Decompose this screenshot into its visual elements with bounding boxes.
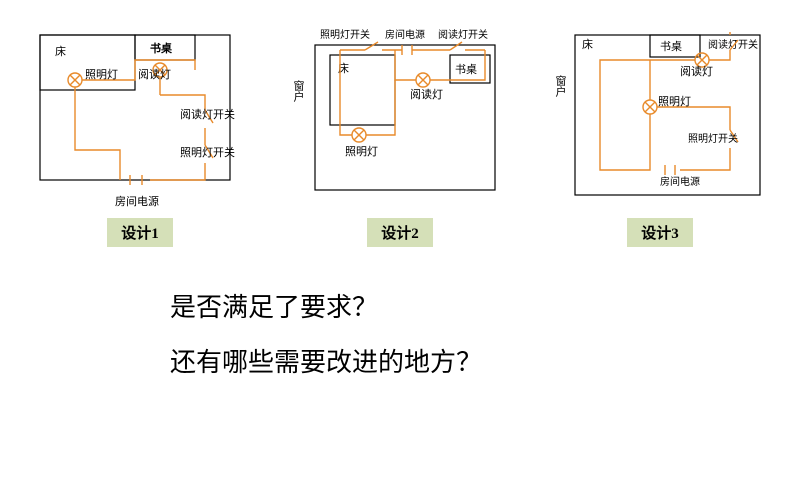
design-3-svg: 床 书桌 窗户 阅读灯开关 (550, 20, 770, 210)
label-lamp-sw: 照明灯开关 (688, 132, 738, 145)
diagram-row: 床 书桌 (0, 0, 800, 257)
label-power: 房间电源 (660, 175, 700, 188)
label-read: 阅读灯 (410, 87, 443, 101)
label-read: 阅读灯 (680, 64, 713, 78)
design-1-title: 设计1 (107, 218, 173, 247)
design-2-title: 设计2 (367, 218, 433, 247)
label-desk: 书桌 (150, 41, 173, 55)
label-desk: 书桌 (660, 40, 682, 53)
label-lamp: 照明灯 (345, 145, 378, 158)
questions-block: 是否满足了要求？ 还有哪些需要改进的地方？ (170, 287, 800, 379)
label-read-sw: 阅读灯开关 (438, 28, 488, 41)
question-2: 还有哪些需要改进的地方？ (170, 342, 800, 379)
label-read: 阅读灯 (138, 67, 171, 81)
label-lamp-sw: 照明灯开关 (180, 145, 235, 159)
design-3: 床 书桌 窗户 阅读灯开关 (550, 20, 770, 247)
label-bed: 床 (55, 44, 66, 58)
question-1: 是否满足了要求？ (170, 287, 800, 324)
label-bed: 床 (582, 37, 593, 51)
label-window: 窗户 (292, 79, 305, 103)
label-power: 房间电源 (115, 194, 159, 208)
label-desk: 书桌 (455, 63, 477, 76)
design-2: 照明灯开关 房间电源 阅读灯开关 窗户 床 书桌 (290, 20, 510, 247)
design-2-svg: 照明灯开关 房间电源 阅读灯开关 窗户 床 书桌 (290, 20, 510, 210)
design-1-svg: 床 书桌 (30, 20, 250, 210)
label-lamp-sw: 照明灯开关 (320, 28, 370, 41)
label-read-sw: 阅读灯开关 (708, 38, 758, 51)
design-1: 床 书桌 (30, 20, 250, 247)
label-power: 房间电源 (385, 28, 425, 41)
label-window: 窗户 (554, 74, 567, 98)
design-3-title: 设计3 (627, 218, 693, 247)
label-read-sw: 阅读灯开关 (180, 107, 235, 121)
label-lamp: 照明灯 (658, 95, 691, 108)
label-lamp: 照明灯 (85, 68, 118, 81)
